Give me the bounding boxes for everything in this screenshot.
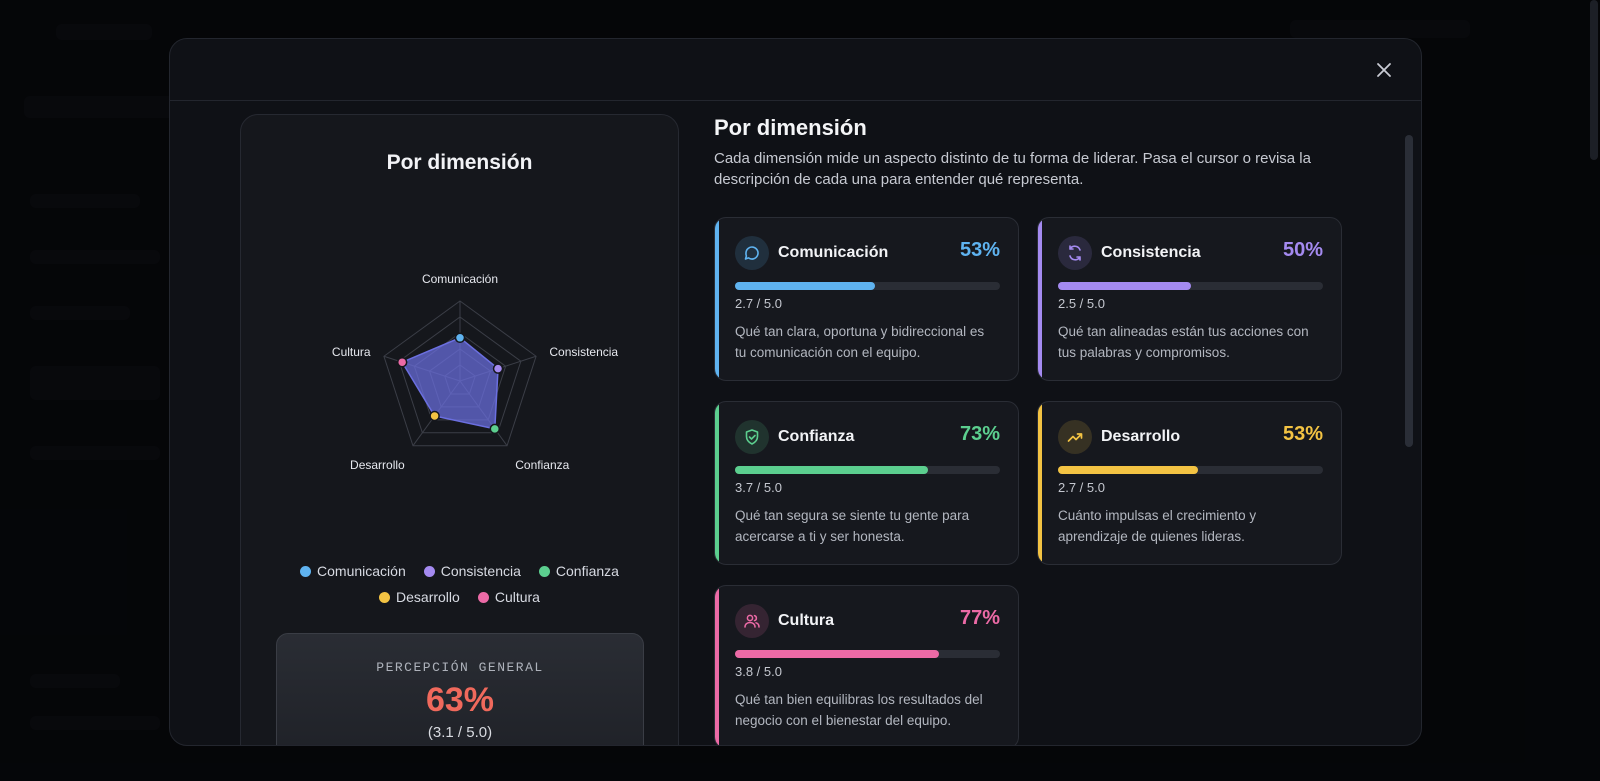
legend-label: Consistencia [440, 563, 521, 579]
dimension-description: Qué tan clara, oportuna y bidireccional … [735, 324, 985, 360]
dimension-score: 2.7 / 5.0 [1058, 480, 1105, 495]
progress-track [735, 650, 1000, 658]
radar-chart: Comunicación Consistencia Confianza Desarro… [332, 272, 619, 472]
legend-label: Desarrollo [396, 589, 460, 605]
radar-axis-label: Confianza [515, 458, 569, 472]
section-title: Por dimensión [714, 115, 867, 140]
dimension-name: Comunicación [778, 244, 889, 261]
dimension-percent: 73% [959, 423, 1000, 445]
legend-label: Cultura [494, 589, 540, 605]
general-perception-box: PERCEPCIÓN GENERAL 63% (3.1 / 5.0) [276, 633, 644, 745]
legend-label: Confianza [555, 563, 619, 579]
legend-item: Cultura [477, 589, 540, 605]
dimension-card-comunicacion[interactable]: Comunicación 53% 2.7 / 5.0 Qué tan clara, o… [714, 217, 1019, 381]
radar-legend: Comunicación Consistencia Confianza Desarro… [261, 563, 658, 605]
radar-grid-ring [398, 316, 522, 434]
radar-card: Por dimensión Comunicación Consistencia Co… [240, 114, 679, 745]
legend-item: Desarrollo [379, 589, 460, 605]
trending-up-icon [1058, 420, 1092, 454]
dimension-percent: 53% [959, 239, 1000, 261]
dimension-card-consistencia[interactable]: Consistencia 50% 2.5 / 5.0 Qué tan alineada… [1037, 217, 1342, 381]
progress-track [735, 282, 1000, 290]
dimension-description: Cuánto impulsas el crecimiento y aprendi… [1058, 508, 1257, 544]
radar-card-title: Por dimensión [386, 151, 533, 174]
dimension-description: Qué tan segura se siente tu gente para a… [735, 508, 970, 544]
dimension-card-cultura[interactable]: Cultura 77% 3.8 / 5.0 Qué tan bien equilibr… [714, 585, 1019, 745]
dimension-name: Cultura [778, 612, 834, 629]
card-accent [1038, 218, 1042, 380]
dimension-modal: Por dimensión Comunicación Consistencia Co… [169, 38, 1422, 746]
radar-axis-label: Consistencia [549, 345, 618, 359]
radar-axis-label: Comunicación [422, 272, 498, 286]
radar-axis-label: Cultura [332, 345, 371, 359]
close-button[interactable] [1369, 55, 1399, 85]
legend-dot [379, 591, 391, 603]
perception-score: (3.1 / 5.0) [427, 724, 493, 741]
refresh-icon [1058, 236, 1092, 270]
radar-point-consistencia [492, 363, 504, 374]
radar-grid-ring [383, 300, 537, 447]
progress-fill [735, 466, 929, 474]
dimension-name: Desarrollo [1101, 428, 1181, 445]
message-circle-icon [735, 236, 769, 270]
dimension-percent: 53% [1282, 423, 1323, 445]
dimension-score: 3.8 / 5.0 [735, 664, 782, 679]
page-scrollbar[interactable] [1590, 0, 1598, 160]
dimension-description: Qué tan bien equilibras los resultados d… [735, 692, 983, 728]
shield-check-icon [735, 420, 769, 454]
progress-track [1058, 282, 1323, 290]
card-accent [1038, 402, 1042, 564]
radar-axis-label: Desarrollo [350, 458, 405, 472]
users-icon [735, 604, 769, 638]
legend-label: Comunicación [317, 563, 406, 579]
dimension-card-desarrollo[interactable]: Desarrollo 53% 2.7 / 5.0 Cuánto impulsas el… [1037, 401, 1342, 565]
legend-item: Consistencia [423, 563, 521, 579]
perception-label: PERCEPCIÓN GENERAL [376, 660, 544, 675]
progress-fill [1058, 282, 1191, 290]
progress-track [1058, 466, 1323, 474]
legend-item: Confianza [538, 563, 619, 579]
legend-item: Comunicación [300, 563, 406, 579]
dimension-name: Confianza [778, 428, 855, 445]
progress-track [735, 466, 1000, 474]
dimension-name: Consistencia [1101, 244, 1201, 261]
progress-fill [1058, 466, 1199, 474]
legend-dot [423, 565, 435, 577]
radar-point-desarrollo [429, 410, 440, 422]
legend-dot [477, 591, 489, 603]
dimension-description: Qué tan alineadas están tus acciones con… [1058, 324, 1309, 360]
section-description: Cada dimensión mide un aspecto distinto … [714, 150, 1311, 188]
dimension-percent: 50% [1282, 239, 1323, 261]
modal-header [170, 39, 1421, 101]
dimension-percent: 77% [959, 607, 1000, 629]
dimension-score: 3.7 / 5.0 [735, 480, 782, 495]
radar-data-area [401, 336, 499, 430]
progress-fill [735, 282, 876, 290]
radar-point-comunicación [454, 332, 466, 344]
progress-fill [735, 650, 940, 658]
radar-point-confianza [489, 423, 501, 435]
legend-dot [300, 565, 312, 577]
card-accent [715, 586, 719, 745]
dimension-score: 2.7 / 5.0 [735, 296, 782, 311]
card-accent [715, 402, 719, 564]
radar-point-cultura [396, 356, 408, 368]
card-accent [715, 218, 719, 380]
dimension-card-confianza[interactable]: Confianza 73% 3.7 / 5.0 Qué tan segura se s… [714, 401, 1019, 565]
dimension-score: 2.5 / 5.0 [1058, 296, 1105, 311]
legend-dot [538, 565, 550, 577]
modal-scrollbar[interactable] [1405, 135, 1413, 447]
close-icon [1377, 63, 1391, 77]
perception-value: 63% [425, 681, 495, 719]
